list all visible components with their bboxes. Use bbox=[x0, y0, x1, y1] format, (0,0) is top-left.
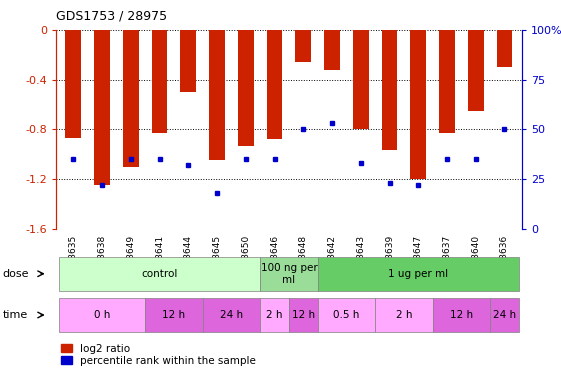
Bar bbox=[324, 30, 340, 70]
Bar bbox=[353, 30, 369, 129]
Bar bbox=[123, 30, 139, 166]
Bar bbox=[439, 30, 455, 133]
Bar bbox=[381, 30, 397, 150]
Bar bbox=[209, 30, 225, 160]
Bar bbox=[151, 30, 168, 133]
Bar bbox=[296, 30, 311, 62]
Text: 1 ug per ml: 1 ug per ml bbox=[388, 269, 448, 279]
Bar bbox=[266, 30, 282, 140]
Bar bbox=[468, 30, 484, 111]
Bar bbox=[181, 30, 196, 92]
Bar bbox=[94, 30, 110, 185]
Text: 2 h: 2 h bbox=[396, 310, 412, 320]
Text: 2 h: 2 h bbox=[266, 310, 283, 320]
Text: 0.5 h: 0.5 h bbox=[333, 310, 360, 320]
Text: control: control bbox=[141, 269, 178, 279]
Text: 0 h: 0 h bbox=[94, 310, 111, 320]
Text: 12 h: 12 h bbox=[292, 310, 315, 320]
Bar bbox=[496, 30, 512, 67]
Text: dose: dose bbox=[3, 269, 29, 279]
Text: 24 h: 24 h bbox=[493, 310, 516, 320]
Legend: log2 ratio, percentile rank within the sample: log2 ratio, percentile rank within the s… bbox=[61, 344, 256, 366]
Bar bbox=[410, 30, 426, 179]
Text: 24 h: 24 h bbox=[220, 310, 243, 320]
Text: 100 ng per
ml: 100 ng per ml bbox=[260, 263, 318, 285]
Text: GDS1753 / 28975: GDS1753 / 28975 bbox=[56, 9, 167, 22]
Text: 12 h: 12 h bbox=[162, 310, 186, 320]
Text: 12 h: 12 h bbox=[450, 310, 473, 320]
Bar bbox=[66, 30, 81, 138]
Bar bbox=[238, 30, 254, 146]
Text: time: time bbox=[3, 310, 28, 320]
